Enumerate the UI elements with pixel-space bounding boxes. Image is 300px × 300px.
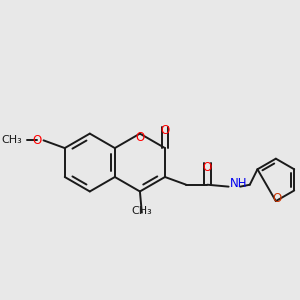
Text: CH₃: CH₃ (2, 135, 22, 146)
Text: O: O (203, 160, 212, 174)
Text: O: O (272, 192, 281, 205)
Text: O: O (160, 124, 170, 137)
Text: CH₃: CH₃ (131, 206, 152, 216)
Text: NH: NH (230, 178, 247, 190)
Text: O: O (32, 134, 42, 147)
Text: O: O (135, 131, 145, 144)
